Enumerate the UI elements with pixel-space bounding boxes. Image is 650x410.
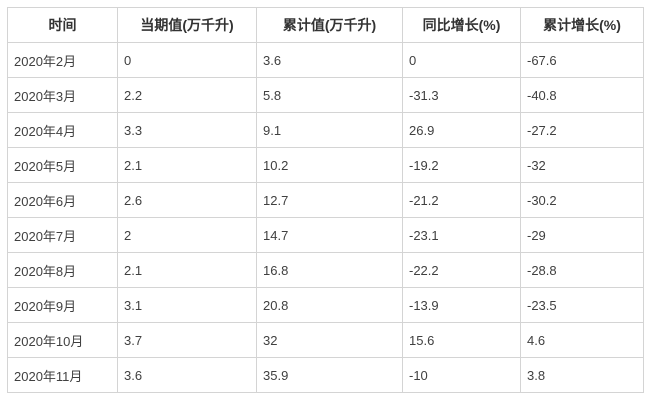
table-cell-yoy-growth: 15.6 [402, 322, 521, 358]
table-cell-yoy-growth: -21.2 [402, 182, 521, 218]
table-cell-yoy-growth: -10 [402, 357, 521, 393]
table-cell-current-value: 2.1 [117, 147, 257, 183]
table-cell-cumulative-value: 20.8 [256, 287, 403, 323]
table-cell-yoy-growth: -13.9 [402, 287, 521, 323]
table-cell-time: 2020年10月 [7, 322, 118, 358]
table-cell-current-value: 3.3 [117, 112, 257, 148]
table-cell-time: 2020年7月 [7, 217, 118, 253]
table-body: 2020年2月 0 3.6 0 -67.6 2020年3月 2.2 5.8 -3… [7, 42, 644, 393]
table-cell-current-value: 2.6 [117, 182, 257, 218]
table-header-row: 时间 当期值(万千升) 累计值(万千升) 同比增长(%) 累计增长(%) [7, 7, 644, 43]
table-cell-current-value: 2.1 [117, 252, 257, 288]
table-row: 2020年10月 3.7 32 15.6 4.6 [7, 322, 644, 358]
table-cell-time: 2020年3月 [7, 77, 118, 113]
table-cell-cumulative-growth: -27.2 [520, 112, 644, 148]
table-cell-cumulative-value: 32 [256, 322, 403, 358]
table-cell-yoy-growth: 26.9 [402, 112, 521, 148]
table-cell-yoy-growth: -23.1 [402, 217, 521, 253]
column-header-yoy-growth: 同比增长(%) [402, 7, 521, 43]
table-cell-cumulative-value: 35.9 [256, 357, 403, 393]
table-cell-cumulative-value: 3.6 [256, 42, 403, 78]
table-cell-time: 2020年4月 [7, 112, 118, 148]
table-cell-current-value: 3.1 [117, 287, 257, 323]
table-cell-cumulative-growth: 3.8 [520, 357, 644, 393]
table-cell-time: 2020年6月 [7, 182, 118, 218]
table-cell-yoy-growth: -22.2 [402, 252, 521, 288]
table-cell-time: 2020年5月 [7, 147, 118, 183]
table-cell-cumulative-value: 14.7 [256, 217, 403, 253]
table-cell-cumulative-growth: -67.6 [520, 42, 644, 78]
table-row: 2020年9月 3.1 20.8 -13.9 -23.5 [7, 287, 644, 323]
table-cell-cumulative-growth: 4.6 [520, 322, 644, 358]
table-row: 2020年7月 2 14.7 -23.1 -29 [7, 217, 644, 253]
table-cell-cumulative-value: 9.1 [256, 112, 403, 148]
table-cell-time: 2020年8月 [7, 252, 118, 288]
table-cell-cumulative-growth: -30.2 [520, 182, 644, 218]
table-cell-yoy-growth: 0 [402, 42, 521, 78]
table-row: 2020年2月 0 3.6 0 -67.6 [7, 42, 644, 78]
table-cell-time: 2020年11月 [7, 357, 118, 393]
table-cell-cumulative-value: 16.8 [256, 252, 403, 288]
column-header-cumulative-growth: 累计增长(%) [520, 7, 644, 43]
table-row: 2020年5月 2.1 10.2 -19.2 -32 [7, 147, 644, 183]
table-cell-current-value: 0 [117, 42, 257, 78]
table-cell-time: 2020年2月 [7, 42, 118, 78]
table-row: 2020年6月 2.6 12.7 -21.2 -30.2 [7, 182, 644, 218]
table-cell-current-value: 2.2 [117, 77, 257, 113]
table-cell-cumulative-growth: -28.8 [520, 252, 644, 288]
column-header-current-value: 当期值(万千升) [117, 7, 257, 43]
data-table: 时间 当期值(万千升) 累计值(万千升) 同比增长(%) 累计增长(%) 202… [7, 7, 644, 393]
table-cell-cumulative-value: 5.8 [256, 77, 403, 113]
table-cell-cumulative-growth: -40.8 [520, 77, 644, 113]
table-cell-cumulative-value: 10.2 [256, 147, 403, 183]
table-row: 2020年8月 2.1 16.8 -22.2 -28.8 [7, 252, 644, 288]
table-row: 2020年4月 3.3 9.1 26.9 -27.2 [7, 112, 644, 148]
table-cell-current-value: 3.7 [117, 322, 257, 358]
table-cell-cumulative-growth: -32 [520, 147, 644, 183]
table-row: 2020年3月 2.2 5.8 -31.3 -40.8 [7, 77, 644, 113]
column-header-cumulative-value: 累计值(万千升) [256, 7, 403, 43]
table-row: 2020年11月 3.6 35.9 -10 3.8 [7, 357, 644, 393]
table-cell-time: 2020年9月 [7, 287, 118, 323]
table-cell-cumulative-growth: -23.5 [520, 287, 644, 323]
table-cell-current-value: 2 [117, 217, 257, 253]
table-cell-current-value: 3.6 [117, 357, 257, 393]
table-cell-yoy-growth: -31.3 [402, 77, 521, 113]
table-cell-cumulative-value: 12.7 [256, 182, 403, 218]
column-header-time: 时间 [7, 7, 118, 43]
table-cell-cumulative-growth: -29 [520, 217, 644, 253]
table-cell-yoy-growth: -19.2 [402, 147, 521, 183]
